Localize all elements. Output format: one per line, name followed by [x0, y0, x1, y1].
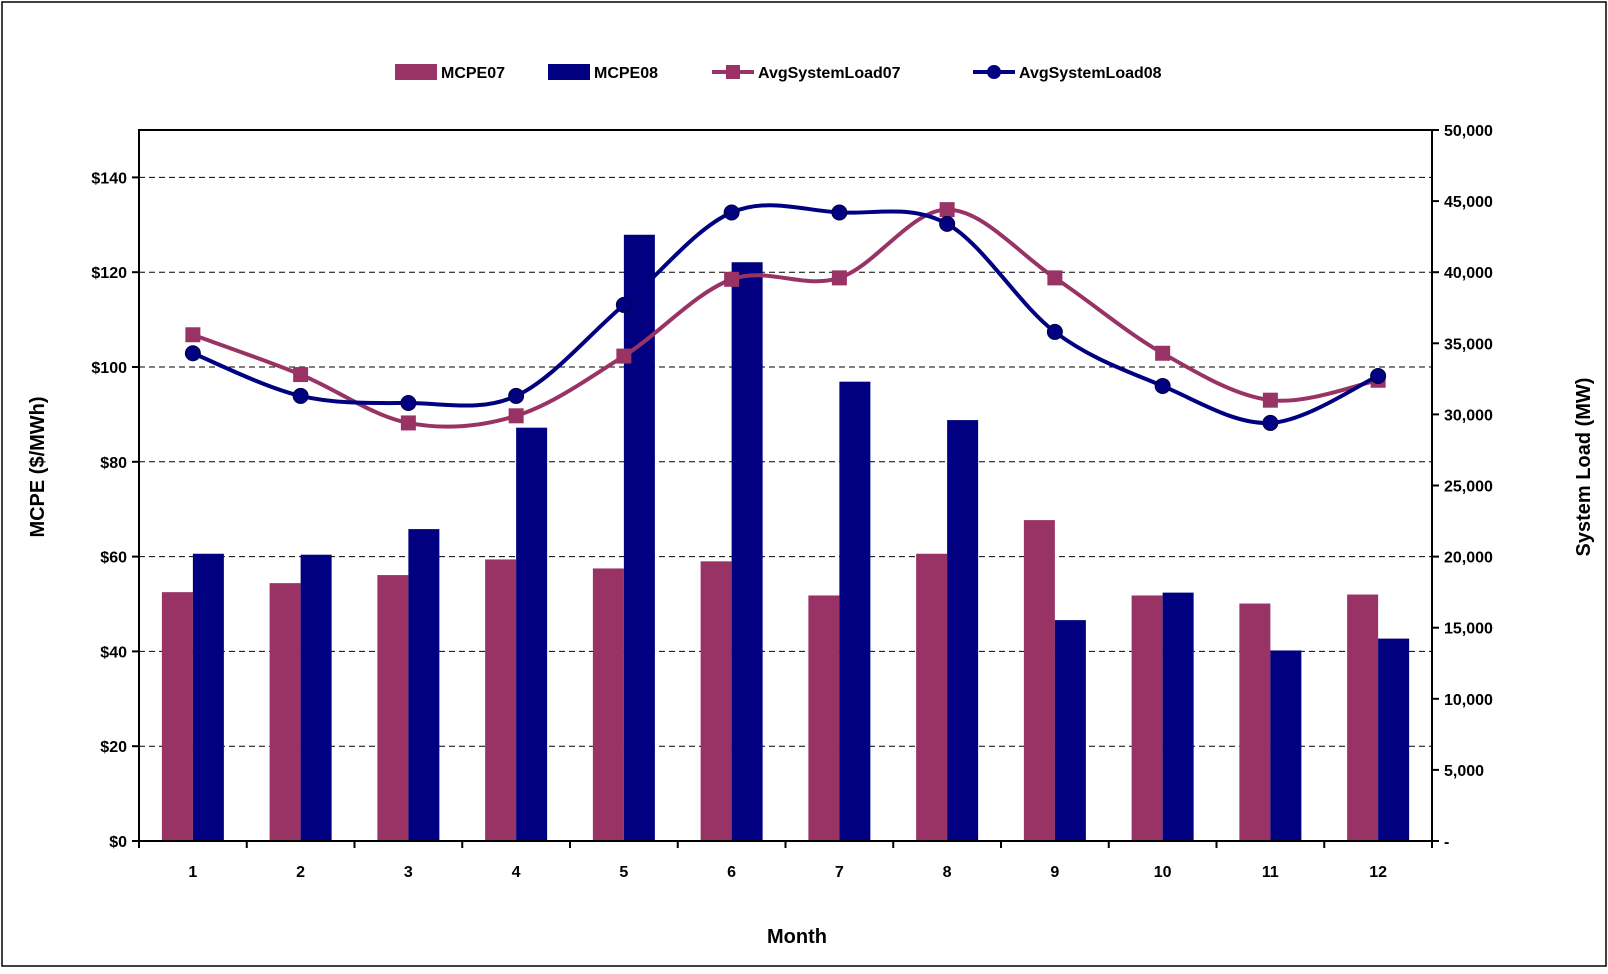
marker-avgsystemload08-7: [831, 204, 848, 221]
y-axis-title: MCPE ($/MWh): [27, 396, 49, 537]
bar-mcpe07-2: [269, 583, 301, 841]
x-axis-tick-label: 3: [404, 864, 413, 881]
y-axis-tick-label: $0: [109, 834, 127, 851]
y2-axis-tick-label: -: [1444, 834, 1449, 851]
marker-avgsystemload07-10: [1155, 345, 1171, 361]
x-axis-tick-label: 1: [188, 864, 197, 881]
y2-axis-tick-label: 10,000: [1444, 692, 1493, 709]
bar-mcpe08-10: [1162, 592, 1194, 841]
marker-avgsystemload08-6: [723, 204, 740, 221]
bar-mcpe08-3: [408, 529, 440, 841]
bar-mcpe07-5: [592, 568, 624, 841]
y2-axis-title: System Load (MW): [1573, 378, 1595, 557]
y2-axis-tick-label: 15,000: [1444, 621, 1493, 638]
x-axis-tick-label: 6: [727, 864, 736, 881]
bar-mcpe08-11: [1270, 650, 1302, 841]
bar-mcpe08-5: [623, 234, 655, 841]
bar-mcpe08-12: [1378, 638, 1410, 841]
bar-mcpe07-6: [700, 561, 732, 841]
bar-mcpe07-3: [377, 575, 409, 841]
marker-avgsystemload08-9: [1046, 323, 1063, 340]
x-axis-tick-label: 7: [835, 864, 844, 881]
x-axis-title: Month: [767, 926, 827, 948]
legend-label-mcpe08: MCPE08: [594, 65, 658, 82]
bars: [161, 234, 1410, 842]
bar-mcpe07-4: [485, 559, 517, 841]
x-axis-tick-label: 11: [1262, 864, 1279, 881]
y2-axis-tick-label: 20,000: [1444, 550, 1493, 567]
gridlines: [139, 176, 1432, 747]
marker-avgsystemload08-10: [1154, 377, 1171, 394]
y-axis-tick-label: $80: [100, 455, 127, 472]
bar-mcpe08-1: [192, 553, 224, 841]
marker-avgsystemload07-3: [400, 415, 416, 431]
y2-axis-tick-label: 45,000: [1444, 194, 1493, 211]
bar-mcpe07-11: [1239, 603, 1271, 841]
x-axis-tick-label: 9: [1050, 864, 1059, 881]
legend-label-avgsystemload07: AvgSystemLoad07: [758, 65, 901, 82]
bar-mcpe07-12: [1347, 594, 1379, 841]
load-lines: [184, 202, 1387, 431]
marker-avgsystemload08-4: [508, 387, 525, 404]
bar-mcpe07-1: [161, 592, 193, 841]
legend-swatch-mcpe07: [395, 64, 437, 80]
marker-avgsystemload08-3: [400, 395, 417, 412]
marker-avgsystemload07-4: [508, 408, 524, 424]
marker-avgsystemload08-8: [939, 215, 956, 232]
marker-avgsystemload07-11: [1262, 392, 1278, 408]
x-axis-tick-label: 10: [1154, 864, 1172, 881]
y-axis-tick-label: $120: [91, 265, 127, 282]
bar-mcpe08-4: [516, 427, 548, 841]
x-axis-tick-label: 5: [619, 864, 628, 881]
y-axis-tick-label: $20: [100, 739, 127, 756]
y2-axis-tick-label: 5,000: [1444, 763, 1484, 780]
y2-axis-tick-label: 50,000: [1444, 123, 1493, 140]
bar-mcpe08-2: [300, 554, 332, 841]
bar-mcpe07-10: [1131, 595, 1163, 841]
legend-label-avgsystemload08: AvgSystemLoad08: [1019, 65, 1162, 82]
legend-label-mcpe07: MCPE07: [441, 65, 505, 82]
y2-axis-tick-label: 25,000: [1444, 479, 1493, 496]
bar-mcpe08-6: [731, 262, 763, 842]
legend: MCPE07 MCPE08 AvgSystemLoad07 AvgSystemLoad…: [395, 64, 1162, 82]
bar-mcpe08-8: [947, 420, 979, 841]
legend-swatch-mcpe08: [548, 64, 590, 80]
legend-marker-avgsystemload08: [987, 65, 1001, 79]
marker-avgsystemload07-9: [1047, 270, 1063, 286]
bar-mcpe07-8: [916, 553, 948, 841]
marker-avgsystemload07-2: [293, 367, 309, 383]
y-axis-tick-label: $100: [91, 360, 127, 377]
marker-avgsystemload07-5: [616, 348, 632, 364]
y2-axis-tick-label: 30,000: [1444, 407, 1493, 424]
x-axis-tick-label: 12: [1369, 864, 1387, 881]
marker-avgsystemload08-12: [1370, 368, 1387, 385]
bar-mcpe08-9: [1054, 620, 1086, 841]
y2-axis-tick-label: 40,000: [1444, 265, 1493, 282]
y-axis-tick-label: $140: [91, 170, 127, 187]
marker-avgsystemload07-6: [724, 271, 740, 287]
y-axis-tick-label: $40: [100, 644, 127, 661]
bar-mcpe07-7: [808, 595, 840, 841]
x-axis-tick-label: 8: [943, 864, 952, 881]
y-axis-tick-label: $60: [100, 550, 127, 567]
x-axis-tick-label: 4: [512, 864, 521, 881]
bar-mcpe08-7: [839, 381, 871, 841]
y2-axis-tick-label: 35,000: [1444, 336, 1493, 353]
marker-avgsystemload07-7: [831, 270, 847, 286]
marker-avgsystemload08-5: [615, 296, 632, 313]
marker-avgsystemload08-11: [1262, 414, 1279, 431]
legend-marker-avgsystemload07: [726, 65, 740, 79]
axes: $0$20$40$60$80$100$120$140-5,00010,00015…: [91, 123, 1493, 881]
x-axis-tick-label: 2: [296, 864, 305, 881]
marker-avgsystemload07-8: [939, 202, 955, 218]
marker-avgsystemload08-2: [292, 387, 309, 404]
marker-avgsystemload08-1: [184, 345, 201, 362]
marker-avgsystemload07-1: [185, 327, 201, 343]
bar-mcpe07-9: [1023, 520, 1055, 841]
